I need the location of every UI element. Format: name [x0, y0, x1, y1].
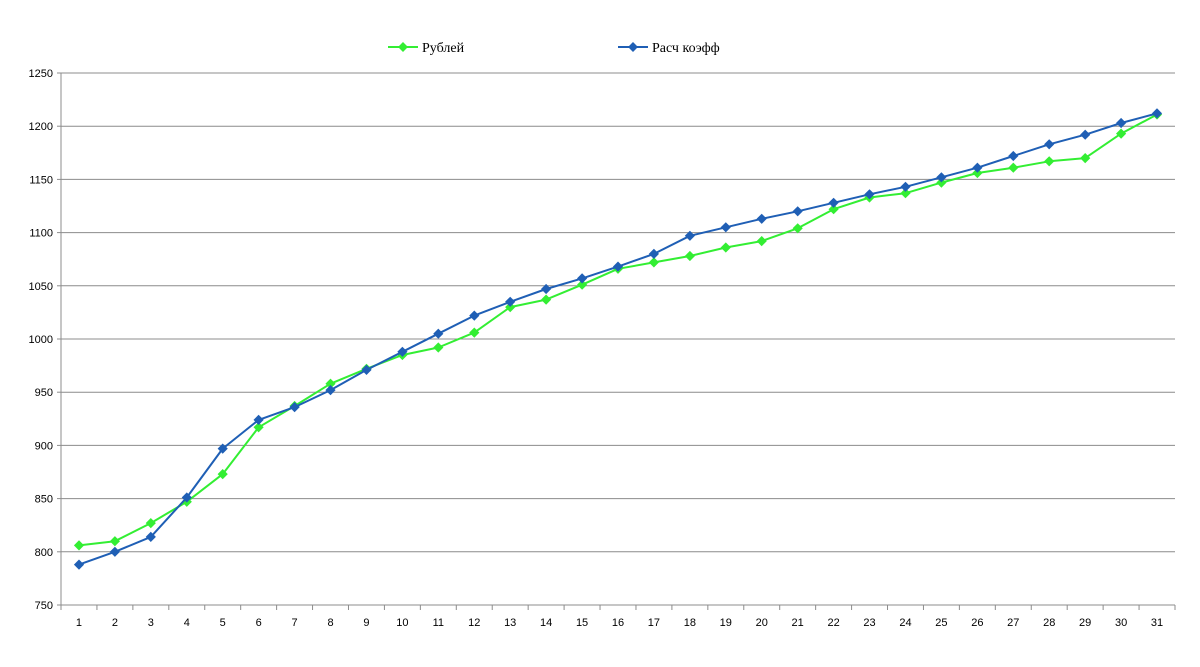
x-tick-label: 12 — [468, 617, 480, 629]
legend-item-0: Рублей — [388, 41, 465, 56]
data-point — [792, 206, 803, 217]
data-point — [792, 223, 803, 234]
data-point — [73, 559, 85, 570]
x-tick-label: 18 — [684, 617, 696, 629]
y-tick-label: 1100 — [29, 228, 53, 240]
data-point — [1044, 156, 1055, 167]
data-point — [900, 181, 911, 192]
data-point — [828, 197, 839, 208]
x-tick-label: 21 — [792, 617, 804, 629]
series-0 — [73, 109, 1163, 551]
x-tick-label: 5 — [220, 617, 226, 629]
x-tick-label: 22 — [827, 617, 839, 629]
x-tick-label: 26 — [971, 617, 983, 629]
legend: Рублей Расч коэфф — [388, 41, 720, 56]
data-point — [720, 242, 731, 253]
x-tick-label: 16 — [612, 617, 624, 629]
gridlines — [61, 72, 1175, 606]
data-point — [1080, 129, 1091, 140]
x-tick-labels: 1 2 3 4 5 6 7 8 9 10 11 12 13 14 15 16 17 18 19 20 21 22 23 24 2… — [76, 617, 1163, 629]
legend-label-0: Рублей — [422, 41, 465, 56]
y-tick-labels: 750 800 850 900 950 1000 1050 1100 1150 1200 1250 — [29, 68, 53, 612]
x-tick-label: 14 — [540, 617, 552, 629]
data-point — [756, 236, 767, 247]
legend-item-1: Расч коэфф — [618, 41, 720, 56]
legend-marker-1 — [628, 42, 638, 52]
y-tick-label: 1200 — [29, 121, 53, 133]
y-tick-label: 850 — [35, 494, 53, 506]
x-tick-label: 29 — [1079, 617, 1091, 629]
y-tick-label: 950 — [35, 387, 53, 399]
data-point — [1116, 117, 1127, 129]
data-point — [1008, 150, 1019, 162]
x-tick-label: 6 — [256, 617, 262, 629]
data-point — [1151, 108, 1163, 119]
x-tick-label: 20 — [756, 617, 768, 629]
x-tick-label: 10 — [396, 617, 408, 629]
x-tick-label: 28 — [1043, 617, 1055, 629]
data-point — [720, 222, 731, 233]
y-tick-label: 750 — [35, 600, 53, 612]
x-tick-label: 7 — [292, 617, 298, 629]
data-point — [73, 540, 85, 551]
y-tick-label: 800 — [35, 547, 53, 559]
data-point — [577, 273, 588, 284]
x-tick-label: 2 — [112, 617, 118, 629]
x-tick-label: 31 — [1151, 617, 1163, 629]
x-tick-label: 27 — [1007, 617, 1019, 629]
data-point — [1008, 162, 1019, 173]
x-tick-label: 4 — [184, 617, 190, 629]
x-tick-label: 9 — [363, 617, 369, 629]
data-point — [1044, 139, 1055, 150]
y-tick-label: 1050 — [29, 281, 53, 293]
data-point — [433, 342, 444, 353]
data-point — [756, 213, 767, 224]
x-tick-label: 1 — [76, 617, 82, 629]
x-tick-label: 17 — [648, 617, 660, 629]
y-tick-label: 900 — [35, 440, 53, 452]
x-tick-label: 25 — [935, 617, 947, 629]
data-point — [648, 248, 659, 259]
x-tick-label: 24 — [899, 617, 911, 629]
data-point — [145, 518, 156, 529]
x-tick-label: 8 — [327, 617, 333, 629]
legend-marker-0 — [398, 42, 408, 52]
x-tick-label: 15 — [576, 617, 588, 629]
data-point — [972, 162, 983, 173]
data-point — [1116, 128, 1127, 139]
x-tick-label: 11 — [433, 617, 444, 629]
x-tick-label: 3 — [148, 617, 154, 629]
data-point — [433, 328, 444, 339]
data-point — [541, 294, 552, 305]
y-tick-label: 1250 — [29, 68, 53, 80]
y-tick-label: 1150 — [29, 174, 53, 186]
x-tick-label: 30 — [1115, 617, 1127, 629]
data-point — [469, 310, 480, 321]
data-point — [109, 546, 120, 557]
axes — [57, 72, 1176, 610]
data-point — [109, 536, 120, 547]
legend-label-1: Расч коэфф — [652, 41, 720, 56]
data-point — [684, 250, 695, 262]
data-point — [361, 364, 372, 375]
x-tick-label: 23 — [863, 617, 875, 629]
data-point — [1080, 153, 1091, 164]
y-tick-label: 1000 — [29, 334, 53, 346]
x-tick-label: 13 — [504, 617, 516, 629]
x-tick-label: 19 — [720, 617, 732, 629]
